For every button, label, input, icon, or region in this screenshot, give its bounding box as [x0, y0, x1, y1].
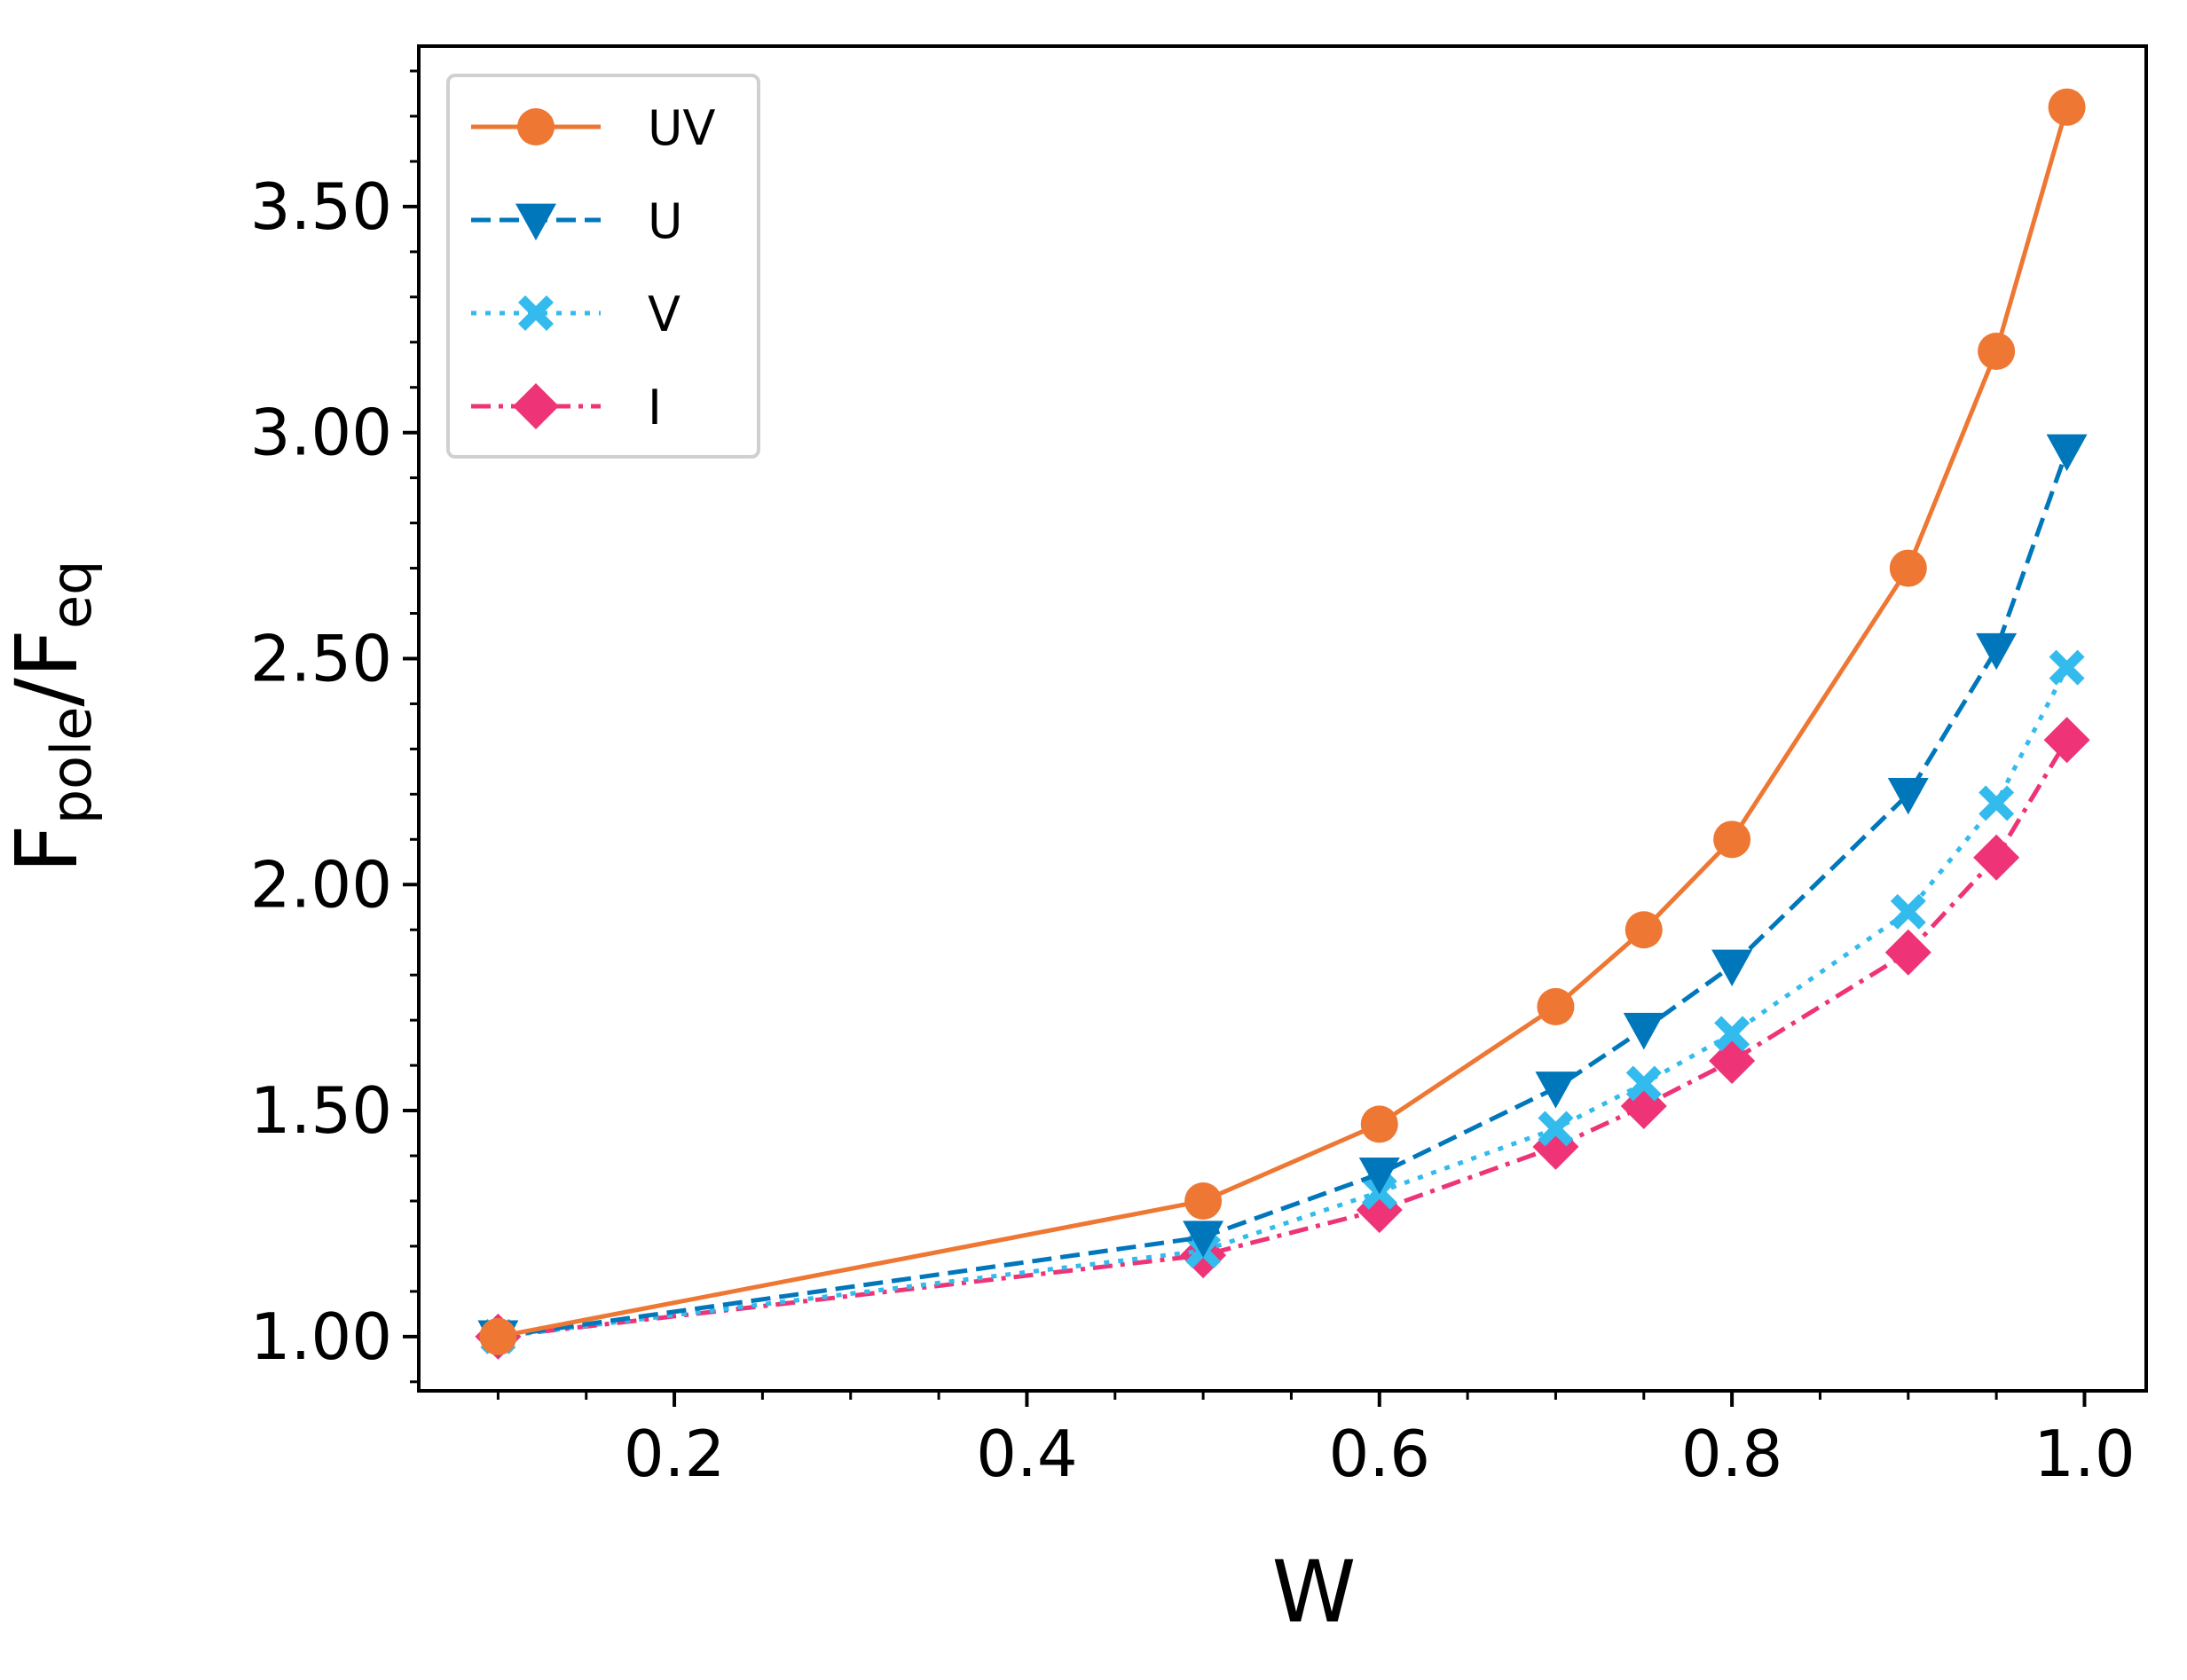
legend-entry-v: V — [471, 287, 680, 342]
x-tick-label: 0.8 — [1681, 1417, 1783, 1491]
data-point-uv — [1537, 987, 1575, 1025]
series-line-i — [498, 738, 2069, 1339]
data-point-v — [1625, 1065, 1662, 1102]
data-point-u — [1976, 632, 2018, 671]
legend-label-uv: UV — [648, 100, 716, 156]
data-point-u — [1711, 949, 1753, 986]
y-tick-label: 3.00 — [250, 396, 392, 470]
y-tick-label: 2.50 — [250, 621, 392, 695]
x-tick-label: 0.6 — [1329, 1417, 1431, 1491]
legend-marker-v — [518, 295, 554, 331]
y-tick-label: 3.50 — [250, 169, 392, 244]
y-tick-label: 2.00 — [250, 847, 392, 922]
x-tick-label: 0.2 — [624, 1417, 726, 1491]
data-point-u — [1887, 777, 1929, 815]
series-v — [480, 649, 2085, 1354]
legend-entry-uv: UV — [471, 100, 716, 156]
plot-frame — [417, 44, 2148, 1393]
data-point-uv — [1625, 911, 1663, 949]
legend-marker-uv — [517, 108, 555, 145]
data-point-uv — [1978, 332, 2016, 370]
data-point-v — [1538, 1111, 1574, 1147]
data-point-v — [1714, 1016, 1750, 1052]
data-point-uv — [1889, 549, 1927, 587]
series-u — [477, 434, 2088, 1357]
x-tick-label: 0.4 — [976, 1417, 1078, 1491]
data-point-i — [2043, 717, 2090, 764]
legend-label-v: V — [648, 287, 680, 342]
legend-box — [446, 74, 760, 459]
y-axis-title-sub-eq: eq — [39, 561, 104, 630]
data-point-v — [1979, 785, 2015, 821]
series-i — [475, 717, 2090, 1360]
data-point-uv — [1360, 1105, 1398, 1143]
data-point-i — [1973, 834, 2020, 881]
legend-entry-i: I — [471, 380, 662, 436]
series-line-v — [498, 666, 2069, 1339]
legend-label-u: U — [648, 193, 683, 249]
data-point-uv — [2048, 88, 2086, 126]
data-point-v — [1890, 893, 1926, 930]
data-point-u — [1623, 1012, 1664, 1050]
data-point-u — [2046, 434, 2088, 472]
y-tick-label: 1.50 — [250, 1073, 392, 1148]
series-line-u — [498, 450, 2069, 1339]
legend-marker-u — [515, 203, 556, 240]
data-point-u — [1535, 1072, 1577, 1109]
y-tick-label: 1.00 — [250, 1299, 392, 1374]
data-point-u — [1183, 1221, 1224, 1258]
legend-entry-u: U — [471, 193, 683, 249]
data-point-i — [1884, 929, 1931, 976]
axis-ticks: 0.2 0.4 0.6 0.8 1.0 1.00 1.50 2.00 2.50 3.00 3.50 — [250, 69, 2136, 1491]
data-point-uv — [1713, 820, 1751, 859]
y-axis-title-separator: /F — [0, 629, 97, 707]
series-uv — [479, 88, 2086, 1355]
y-axis-title-sub-pole: pole — [39, 707, 104, 825]
data-point-uv — [479, 1317, 517, 1355]
legend-marker-i — [513, 383, 559, 429]
y-axis-title-main: F — [0, 824, 97, 873]
plot-area — [475, 88, 2090, 1360]
legend-label-i: I — [648, 380, 662, 436]
data-point-v — [2049, 649, 2085, 686]
x-axis-title: W — [1272, 1543, 1357, 1642]
data-point-u — [1358, 1158, 1400, 1195]
y-axis-title: Fpole/Feq — [0, 561, 104, 874]
x-tick-label: 1.0 — [2034, 1417, 2136, 1491]
data-point-uv — [1184, 1181, 1223, 1220]
